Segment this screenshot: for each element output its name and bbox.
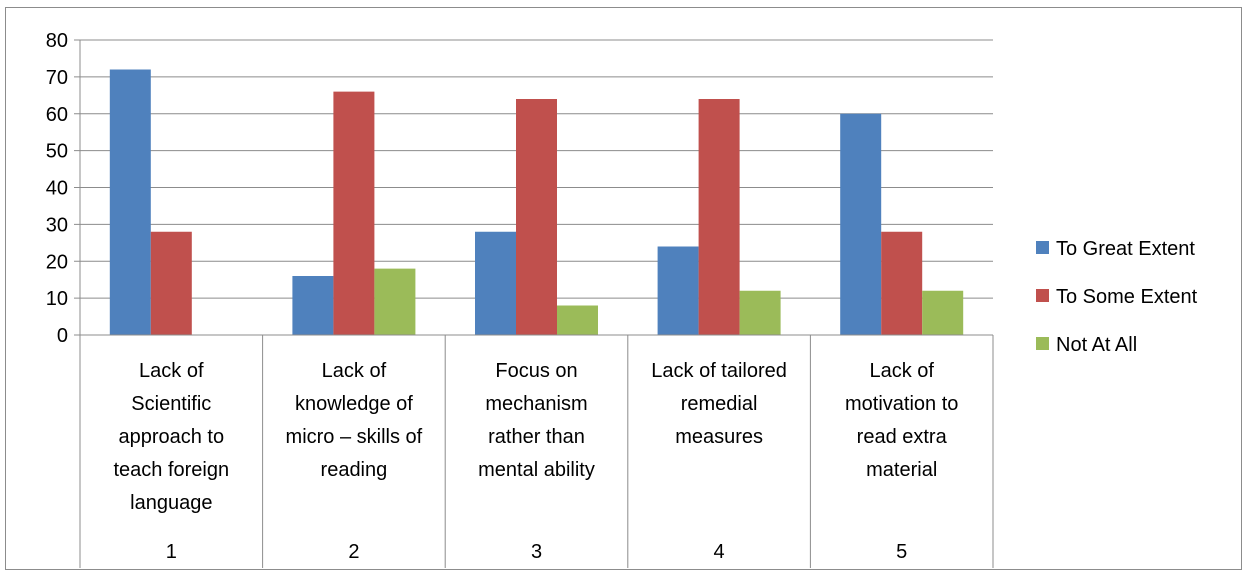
legend-label: Not At All — [1056, 334, 1137, 356]
category-label-line: teach foreign — [113, 459, 229, 481]
category-label-line: mental ability — [478, 459, 595, 481]
legend-swatch — [1036, 337, 1049, 350]
category-label-line: approach to — [118, 426, 224, 448]
bar-to-some-extent — [881, 231, 923, 335]
category-number: 4 — [714, 541, 725, 563]
category-label-line: Lack of tailored — [651, 360, 787, 382]
bar-to-great-extent — [657, 246, 699, 335]
category-label-line: language — [130, 492, 212, 514]
category-number: 2 — [348, 541, 359, 563]
y-tick-label: 50 — [46, 141, 68, 163]
bar-not-at-all — [557, 305, 598, 335]
category-label-line: Focus on — [495, 360, 577, 382]
category-number: 5 — [896, 541, 907, 563]
y-tick-label: 40 — [46, 178, 68, 200]
legend-swatch — [1036, 289, 1049, 302]
category-label-line: knowledge of — [295, 393, 413, 415]
bar-to-great-extent — [292, 276, 334, 335]
bar-to-some-extent — [150, 231, 192, 335]
category-label-line: Lack of — [869, 360, 934, 382]
category-label-line: material — [866, 459, 937, 481]
axes: 0 10 20 30 40 50 60 70 80 Lack of Scientific approa… — [46, 30, 994, 568]
category-label-line: mechanism — [485, 393, 587, 415]
bar-to-some-extent — [698, 99, 740, 335]
bar-to-great-extent — [109, 69, 151, 335]
bar-to-great-extent — [840, 113, 882, 335]
category-number: 3 — [531, 541, 542, 563]
y-tick-label: 10 — [46, 288, 68, 310]
bars — [109, 69, 964, 335]
y-tick-label: 70 — [46, 67, 68, 89]
chart-frame — [5, 7, 1242, 570]
bar-not-at-all — [739, 290, 781, 335]
category-label-line: Lack of — [139, 360, 204, 382]
bar-to-some-extent — [333, 91, 375, 335]
category-label-line: micro – skills of — [286, 426, 423, 448]
category-label-line: Lack of — [322, 360, 387, 382]
legend-label: To Some Extent — [1056, 286, 1198, 308]
legend: To Great Extent To Some Extent Not At All — [1036, 238, 1198, 356]
y-tick-label: 0 — [57, 325, 68, 347]
category-label-line: remedial — [681, 393, 758, 415]
bar-to-great-extent — [475, 231, 516, 335]
bar-not-at-all — [922, 290, 964, 335]
legend-label: To Great Extent — [1056, 238, 1195, 260]
y-tick-label: 20 — [46, 251, 68, 273]
category-label-line: reading — [321, 459, 388, 481]
y-tick-label: 60 — [46, 104, 68, 126]
bar-not-at-all — [374, 268, 416, 335]
category-label-line: measures — [675, 426, 763, 448]
category-label-line: rather than — [488, 426, 585, 448]
bar-to-some-extent — [516, 99, 557, 335]
category-label-line: Scientific — [131, 393, 211, 415]
y-tick-label: 30 — [46, 214, 68, 236]
category-label-line: read extra — [857, 426, 948, 448]
category-number: 1 — [166, 541, 177, 563]
y-tick-label: 80 — [46, 30, 68, 52]
category-label-line: motivation to — [845, 393, 958, 415]
legend-swatch — [1036, 241, 1049, 254]
